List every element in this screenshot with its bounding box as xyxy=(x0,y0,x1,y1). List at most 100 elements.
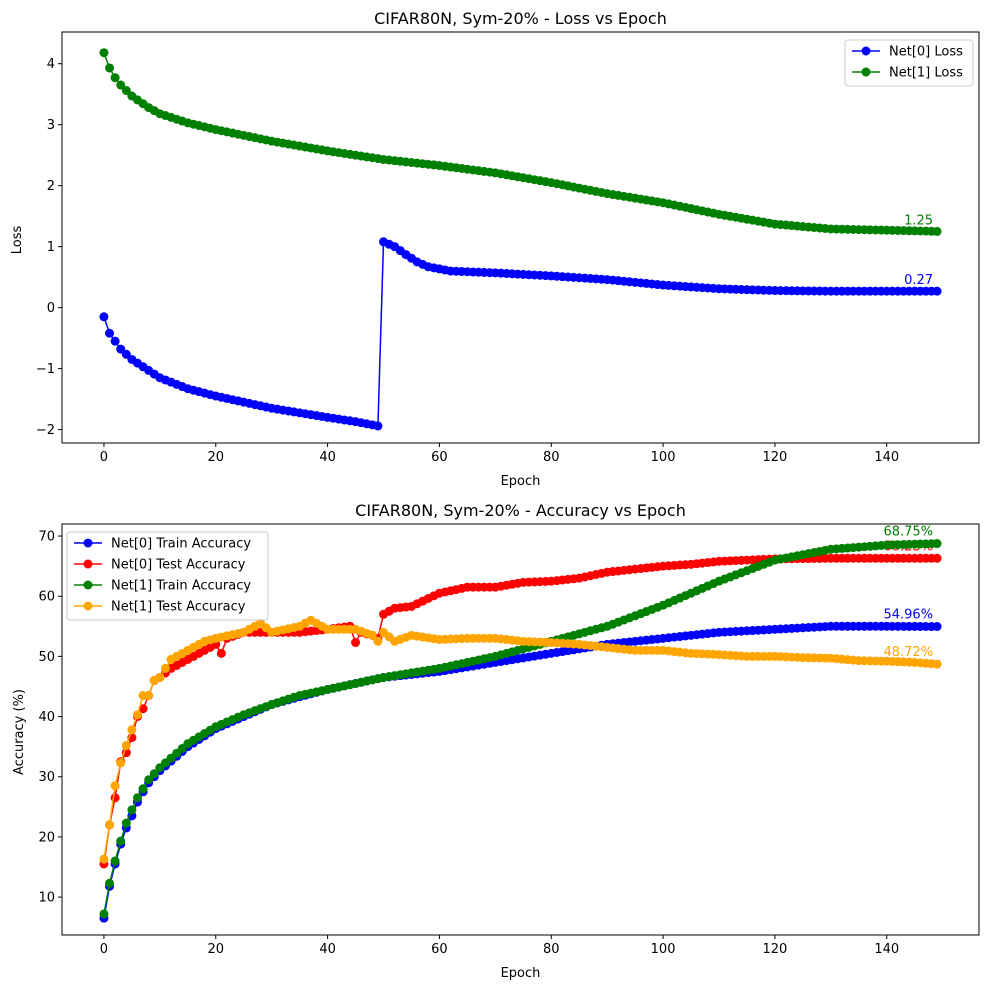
accuracy-x-tick-label: 0 xyxy=(100,942,108,957)
accuracy-data-point xyxy=(116,758,126,768)
accuracy-data-point xyxy=(110,781,120,791)
accuracy-data-point xyxy=(127,805,137,815)
accuracy-data-point xyxy=(932,553,942,563)
loss-x-axis-label: Epoch xyxy=(501,474,541,489)
accuracy-data-point xyxy=(144,775,154,785)
accuracy-data-point xyxy=(160,663,170,673)
accuracy-series-3 xyxy=(99,539,942,919)
accuracy-end-value-label: 48.72% xyxy=(883,645,933,660)
accuracy-y-tick-label: 60 xyxy=(38,590,55,605)
accuracy-data-point xyxy=(105,820,115,830)
loss-series-line xyxy=(103,52,938,233)
accuracy-x-tick-label: 60 xyxy=(431,942,448,957)
loss-data-point xyxy=(99,312,109,322)
accuracy-legend-entry: Net[1] Train Accuracy xyxy=(111,579,251,594)
loss-x-tick-label: 140 xyxy=(874,450,899,465)
accuracy-legend-swatch-marker xyxy=(83,538,93,548)
loss-x-tick-label: 40 xyxy=(319,450,336,465)
loss-legend-entry: Net[1] Loss xyxy=(889,66,963,81)
accuracy-data-point xyxy=(110,856,120,866)
accuracy-legend-entry: Net[1] Test Accuracy xyxy=(111,600,246,615)
loss-data-point xyxy=(110,73,120,83)
loss-legend-swatch-marker xyxy=(861,46,871,56)
accuracy-x-tick-label: 40 xyxy=(319,942,336,957)
loss-data-point xyxy=(932,286,942,296)
loss-y-tick-label: −1 xyxy=(36,362,55,377)
accuracy-y-tick-label: 30 xyxy=(38,770,55,785)
loss-y-axis-label: Loss xyxy=(10,226,25,255)
accuracy-data-point xyxy=(216,648,226,658)
accuracy-data-point xyxy=(149,769,159,779)
loss-plot-frame xyxy=(61,31,980,444)
loss-x-tick-label: 60 xyxy=(431,450,448,465)
loss-data-point xyxy=(121,86,131,96)
accuracy-end-value-label: 54.96% xyxy=(883,608,933,623)
loss-legend-entry: Net[0] Loss xyxy=(889,45,963,60)
accuracy-end-value-label: 68.75% xyxy=(883,525,933,540)
loss-y-tick-label: 3 xyxy=(47,118,55,133)
accuracy-data-point xyxy=(138,784,148,794)
loss-data-point xyxy=(105,328,115,338)
loss-end-value-label: 0.27 xyxy=(904,273,933,288)
accuracy-legend: Net[0] Train Accuracy Net[0] Test Accurac… xyxy=(66,531,269,621)
accuracy-data-point xyxy=(351,638,361,648)
accuracy-data-point xyxy=(932,539,942,549)
accuracy-x-tick-label: 80 xyxy=(543,942,560,957)
loss-legend-swatch-marker xyxy=(861,67,871,77)
loss-series-2 xyxy=(99,48,942,236)
accuracy-data-point xyxy=(367,630,377,640)
accuracy-y-tick-label: 70 xyxy=(38,530,55,545)
accuracy-series-1 xyxy=(99,621,942,923)
accuracy-data-point xyxy=(132,793,142,803)
accuracy-data-point xyxy=(932,622,942,632)
loss-data-point xyxy=(105,63,115,73)
accuracy-y-tick-label: 40 xyxy=(38,710,55,725)
accuracy-y-tick-label: 10 xyxy=(38,891,55,906)
accuracy-series-4 xyxy=(99,615,942,864)
accuracy-data-point xyxy=(138,704,148,714)
accuracy-data-point xyxy=(116,836,126,846)
loss-data-point xyxy=(373,421,383,431)
accuracy-legend-swatch-marker xyxy=(83,559,93,569)
accuracy-series-line xyxy=(103,625,938,919)
loss-y-tick-label: −2 xyxy=(36,423,55,438)
accuracy-data-point xyxy=(99,854,109,864)
accuracy-data-point xyxy=(110,793,120,803)
accuracy-data-point xyxy=(121,740,131,750)
accuracy-y-axis-label: Accuracy (%) xyxy=(12,689,27,775)
loss-end-value-label: 1.25 xyxy=(904,213,933,228)
loss-data-point xyxy=(116,80,126,90)
accuracy-x-tick-label: 140 xyxy=(874,942,899,957)
loss-chart: CIFAR80N, Sym-20% - Loss vs Epoch 0.27 1.… xyxy=(10,9,980,489)
loss-legend: Net[0] Loss Net[1] Loss xyxy=(844,39,974,87)
accuracy-x-tick-label: 20 xyxy=(207,942,224,957)
loss-chart-title: CIFAR80N, Sym-20% - Loss vs Epoch xyxy=(374,9,667,28)
accuracy-data-point xyxy=(144,691,154,700)
loss-y-tick-label: 4 xyxy=(47,57,55,72)
accuracy-data-point xyxy=(127,725,137,735)
loss-x-tick-label: 80 xyxy=(543,450,560,465)
accuracy-legend-entry: Net[0] Test Accuracy xyxy=(111,558,246,573)
accuracy-data-point xyxy=(155,672,165,682)
accuracy-y-tick-label: 50 xyxy=(38,650,55,665)
accuracy-legend-swatch-marker xyxy=(83,601,93,611)
accuracy-plot-frame xyxy=(61,523,980,936)
loss-y-tick-label: 1 xyxy=(47,240,55,255)
accuracy-x-tick-label: 120 xyxy=(762,942,787,957)
accuracy-legend-box xyxy=(66,531,269,621)
accuracy-data-point xyxy=(121,818,131,828)
loss-x-tick-label: 120 xyxy=(762,450,787,465)
accuracy-data-point xyxy=(99,909,109,919)
loss-data-point xyxy=(932,226,942,236)
loss-x-tick-label: 20 xyxy=(207,450,224,465)
loss-x-tick-label: 0 xyxy=(100,450,108,465)
accuracy-x-axis-label: Epoch xyxy=(501,966,541,981)
loss-x-tick-label: 100 xyxy=(651,450,676,465)
accuracy-chart-title: CIFAR80N, Sym-20% - Accuracy vs Epoch xyxy=(355,501,686,520)
accuracy-data-point xyxy=(105,878,115,888)
accuracy-x-tick-label: 100 xyxy=(651,942,676,957)
loss-y-tick-label: 2 xyxy=(47,179,55,194)
loss-series-1 xyxy=(99,237,942,431)
accuracy-data-point xyxy=(132,710,142,720)
